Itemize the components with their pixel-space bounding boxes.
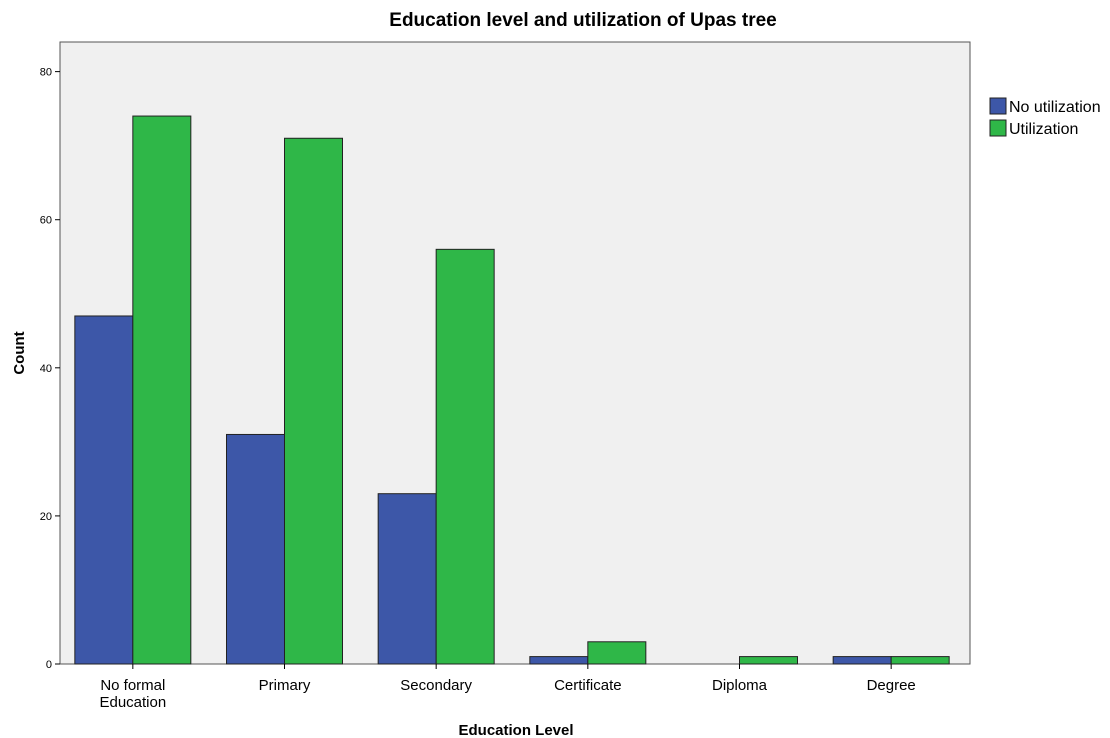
bar-utilization-4 [739, 656, 798, 665]
bar-utilization-3 [587, 641, 647, 665]
y-tick-label: 80 [40, 67, 52, 79]
legend: No utilization Utilization [989, 97, 1101, 138]
bar-no-utilization-0 [74, 315, 134, 665]
x-tick-label: Certificate [554, 677, 622, 694]
chart-title: Education level and utilization of Upas … [389, 10, 776, 31]
x-tick-label: Diploma [712, 677, 768, 694]
x-tick-label: No formal Education [99, 677, 166, 711]
x-axis: No formal Education Primary Secondary Certif… [99, 664, 916, 711]
x-tick-label: Degree [867, 677, 916, 694]
x-tick-label: Primary [259, 677, 311, 694]
bar-utilization-5 [890, 656, 950, 665]
legend-swatch [989, 97, 1007, 115]
bar-no-utilization-2 [377, 493, 437, 665]
bar-utilization-2 [435, 248, 495, 665]
x-tick-label: Secondary [400, 677, 472, 694]
y-tick-label: 60 [40, 215, 52, 227]
legend-label: No utilization [1009, 99, 1101, 116]
y-axis-label: Count [11, 331, 28, 374]
y-tick-label: 20 [40, 511, 52, 523]
bar-no-utilization-3 [529, 656, 589, 665]
y-tick-label: 0 [46, 659, 52, 671]
legend-swatch [989, 119, 1007, 137]
bar-utilization-1 [284, 137, 343, 665]
plot-area [59, 41, 971, 665]
bar-no-utilization-1 [226, 433, 285, 665]
x-axis-label: Education Level [458, 722, 573, 738]
bar-no-utilization-5 [832, 656, 892, 665]
bars [74, 115, 950, 665]
bar-utilization-0 [132, 115, 192, 665]
y-tick-label: 40 [40, 363, 52, 375]
legend-label: Utilization [1009, 121, 1078, 138]
y-axis: 0 20 40 60 80 [40, 67, 60, 671]
